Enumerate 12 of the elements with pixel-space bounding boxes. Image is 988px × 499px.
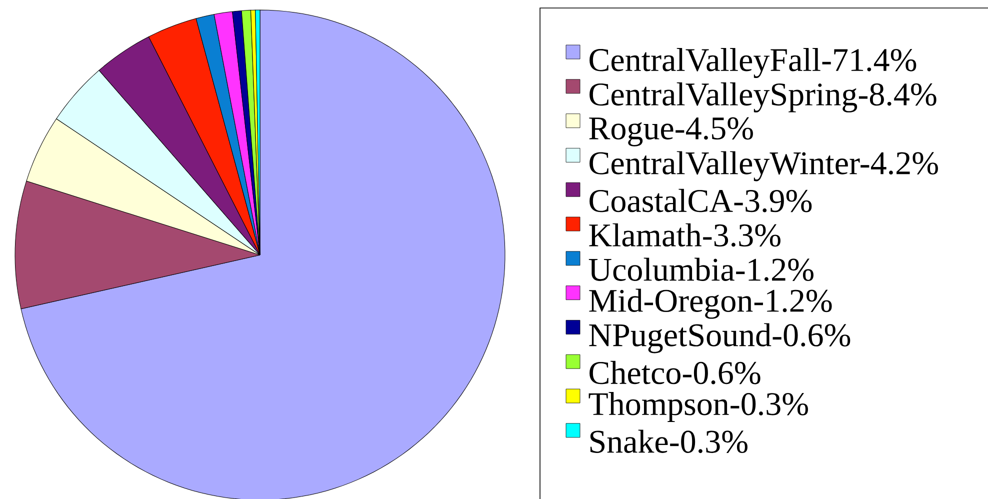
legend-label: Rogue-4.5%	[589, 117, 753, 146]
legend-label: Mid-Oregon-1.2%	[589, 288, 832, 319]
legend-label: CentralValleyWinter-4.2%	[590, 151, 938, 182]
legend-label: Klamath-3.3%	[589, 223, 780, 247]
legend-label: CoastalCA-3.9%	[590, 188, 812, 212]
legend-label: CentralValleyFall-71.4%	[590, 48, 916, 78]
legend-label: Thompson-0.3%	[588, 392, 808, 422]
legend-label: Ucolumbia-1.2%	[588, 258, 814, 282]
legend-label: CentralValleySpring-8.4%	[590, 82, 936, 112]
legend-label: Snake-0.3%	[590, 430, 748, 454]
legend-label: NPugetSound-0.6%	[589, 323, 850, 354]
legend-label: Chetco-0.6%	[590, 360, 760, 384]
